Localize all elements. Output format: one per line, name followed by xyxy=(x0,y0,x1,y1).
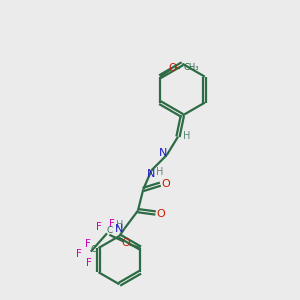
Text: F: F xyxy=(96,222,102,232)
Text: F: F xyxy=(76,249,81,259)
Text: F: F xyxy=(110,220,115,230)
Text: CH₃: CH₃ xyxy=(184,63,199,72)
Text: O: O xyxy=(161,178,170,189)
Text: O: O xyxy=(168,63,176,74)
Text: N: N xyxy=(147,169,155,179)
Text: H: H xyxy=(182,130,190,141)
Text: C: C xyxy=(106,226,112,236)
Text: H: H xyxy=(156,167,164,177)
Text: F: F xyxy=(86,258,92,268)
Text: H: H xyxy=(116,220,123,230)
Text: N: N xyxy=(115,224,124,235)
Text: F: F xyxy=(85,239,91,249)
Text: C: C xyxy=(90,245,96,254)
Text: O: O xyxy=(122,238,130,248)
Text: O: O xyxy=(156,208,165,219)
Text: N: N xyxy=(158,148,167,158)
